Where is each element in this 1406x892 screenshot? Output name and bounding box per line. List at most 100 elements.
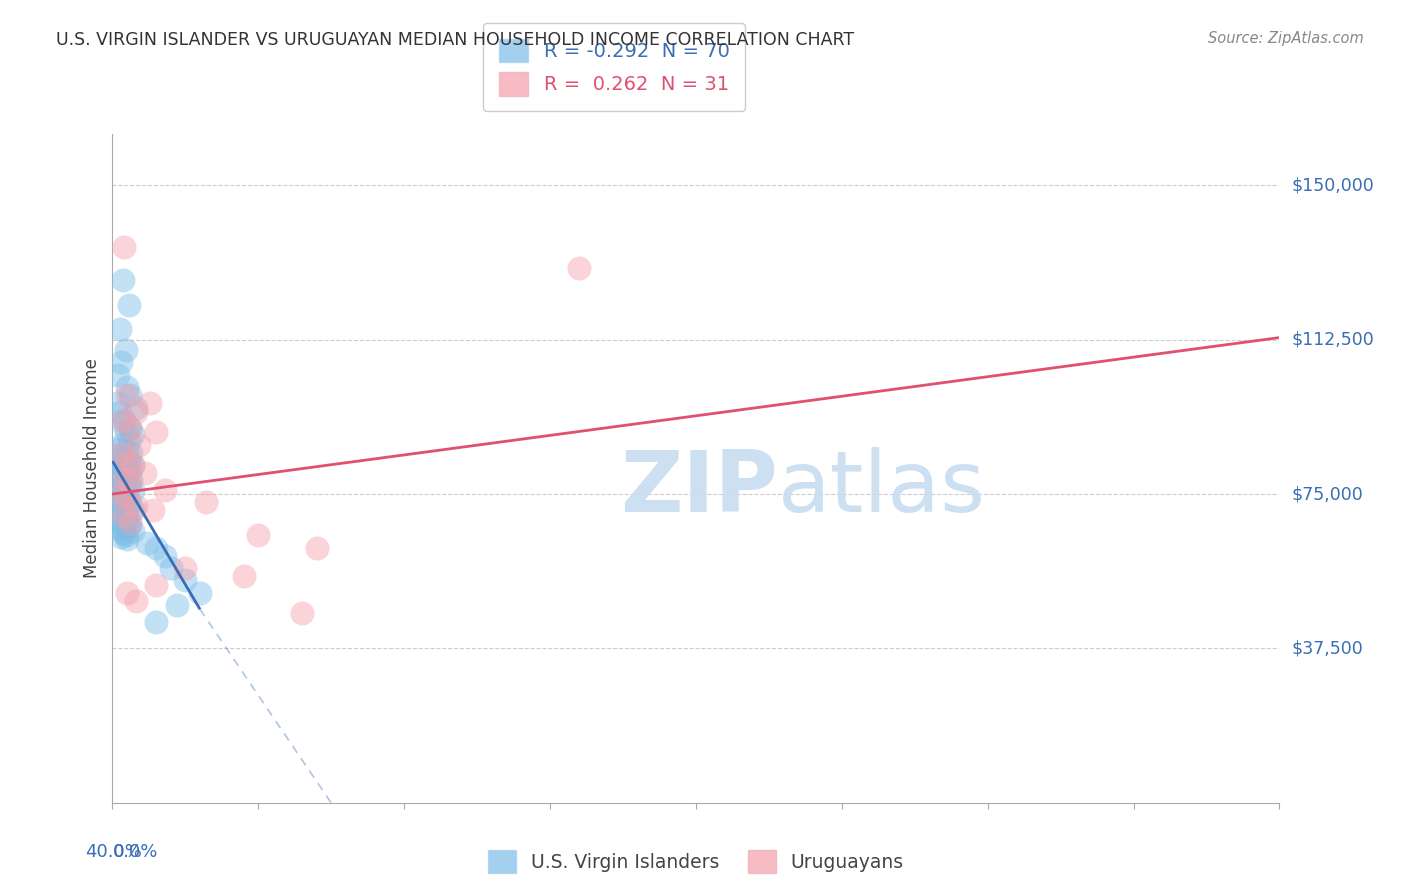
Point — [110, 509, 132, 524]
Point — [118, 421, 141, 435]
Point — [118, 475, 141, 489]
Point — [110, 446, 132, 460]
Point — [120, 446, 142, 460]
Point — [118, 464, 141, 478]
Text: Source: ZipAtlas.com: Source: ZipAtlas.com — [1208, 31, 1364, 46]
Point — [160, 561, 183, 575]
Point — [153, 549, 176, 563]
Point — [107, 442, 129, 456]
Point — [125, 500, 148, 514]
Point — [115, 512, 138, 526]
Y-axis label: Median Household Income: Median Household Income — [83, 359, 101, 578]
Point — [108, 481, 131, 495]
Point — [112, 476, 135, 491]
Point — [115, 380, 138, 394]
Point — [136, 536, 159, 550]
Point — [118, 516, 141, 530]
Point — [105, 396, 128, 410]
Point — [145, 425, 167, 440]
Point — [108, 456, 131, 470]
Point — [112, 413, 135, 427]
Point — [166, 598, 188, 612]
Point — [110, 489, 132, 503]
Point — [111, 460, 134, 475]
Point — [110, 530, 132, 544]
Point — [174, 574, 197, 588]
Point — [114, 462, 136, 476]
Point — [110, 487, 132, 501]
Point — [139, 396, 162, 410]
Point — [108, 501, 131, 516]
Point — [105, 448, 128, 462]
Point — [105, 475, 128, 489]
Point — [115, 491, 138, 505]
Point — [128, 437, 150, 451]
Point — [115, 586, 138, 600]
Point — [153, 483, 176, 497]
Point — [107, 467, 129, 481]
Point — [111, 526, 134, 541]
Point — [111, 413, 134, 427]
Point — [145, 541, 167, 555]
Point — [107, 514, 129, 528]
Point — [118, 421, 141, 435]
Point — [194, 495, 217, 509]
Point — [174, 561, 197, 575]
Point — [145, 577, 167, 591]
Point — [122, 427, 145, 442]
Point — [142, 503, 165, 517]
Point — [108, 405, 131, 419]
Point — [112, 508, 135, 522]
Point — [110, 437, 132, 451]
Point — [188, 586, 211, 600]
Point — [134, 467, 156, 481]
Point — [568, 260, 591, 275]
Point — [112, 497, 135, 511]
Point — [111, 485, 134, 500]
Point — [112, 517, 135, 532]
Point — [117, 500, 139, 514]
Point — [117, 520, 139, 534]
Legend: U.S. Virgin Islanders, Uruguayans: U.S. Virgin Islanders, Uruguayans — [481, 843, 911, 880]
Point — [117, 434, 139, 448]
Point — [110, 355, 132, 369]
Point — [114, 508, 136, 522]
Point — [125, 401, 148, 415]
Point — [120, 473, 142, 487]
Point — [115, 454, 138, 468]
Point — [114, 343, 136, 357]
Text: 40.0%: 40.0% — [84, 843, 142, 861]
Point — [118, 388, 141, 402]
Point — [112, 240, 135, 254]
Point — [111, 417, 134, 431]
Text: U.S. VIRGIN ISLANDER VS URUGUAYAN MEDIAN HOUSEHOLD INCOME CORRELATION CHART: U.S. VIRGIN ISLANDER VS URUGUAYAN MEDIAN… — [56, 31, 855, 49]
Point — [114, 528, 136, 542]
Point — [117, 479, 139, 493]
Point — [122, 503, 145, 517]
Point — [247, 528, 270, 542]
Point — [115, 470, 138, 484]
Point — [115, 491, 138, 505]
Point — [122, 483, 145, 497]
Point — [232, 569, 254, 583]
Point — [111, 273, 134, 287]
Text: atlas: atlas — [778, 447, 986, 530]
Point — [125, 405, 148, 419]
Point — [305, 541, 328, 555]
Point — [114, 487, 136, 501]
Point — [118, 516, 141, 530]
Text: $75,000: $75,000 — [1291, 485, 1362, 503]
Point — [125, 594, 148, 608]
Point — [107, 493, 129, 508]
Point — [112, 450, 135, 464]
Text: 0.0%: 0.0% — [112, 843, 157, 861]
Point — [111, 506, 134, 520]
Point — [108, 322, 131, 336]
Point — [122, 458, 145, 473]
Point — [145, 615, 167, 629]
Text: $112,500: $112,500 — [1291, 331, 1374, 349]
Point — [107, 368, 129, 382]
Point — [108, 522, 131, 536]
Point — [122, 458, 145, 473]
Point — [117, 454, 139, 468]
